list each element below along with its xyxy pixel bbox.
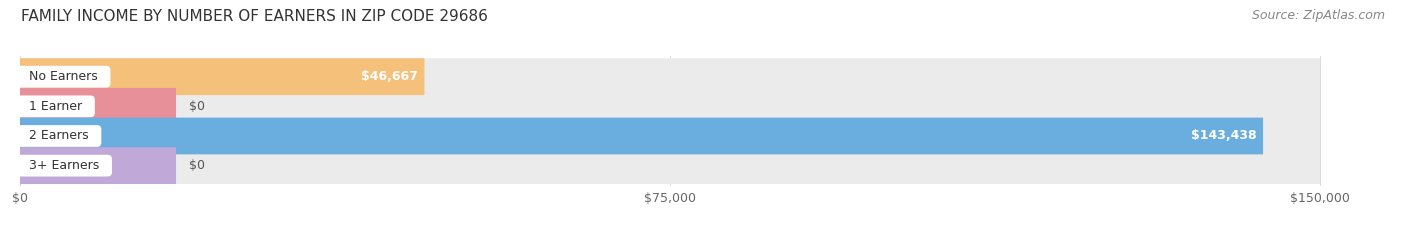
FancyBboxPatch shape <box>20 58 1320 95</box>
Text: $46,667: $46,667 <box>361 70 418 83</box>
Text: 1 Earner: 1 Earner <box>21 100 90 113</box>
FancyBboxPatch shape <box>20 88 1320 125</box>
Text: $0: $0 <box>188 159 205 172</box>
Text: 2 Earners: 2 Earners <box>21 130 97 143</box>
Text: $0: $0 <box>188 100 205 113</box>
FancyBboxPatch shape <box>20 147 1320 184</box>
Text: Source: ZipAtlas.com: Source: ZipAtlas.com <box>1251 9 1385 22</box>
FancyBboxPatch shape <box>20 118 1320 154</box>
Text: No Earners: No Earners <box>21 70 105 83</box>
FancyBboxPatch shape <box>20 88 176 125</box>
Text: 3+ Earners: 3+ Earners <box>21 159 108 172</box>
Text: $143,438: $143,438 <box>1191 130 1257 143</box>
FancyBboxPatch shape <box>20 118 1263 154</box>
FancyBboxPatch shape <box>20 58 425 95</box>
Text: FAMILY INCOME BY NUMBER OF EARNERS IN ZIP CODE 29686: FAMILY INCOME BY NUMBER OF EARNERS IN ZI… <box>21 9 488 24</box>
FancyBboxPatch shape <box>20 147 176 184</box>
